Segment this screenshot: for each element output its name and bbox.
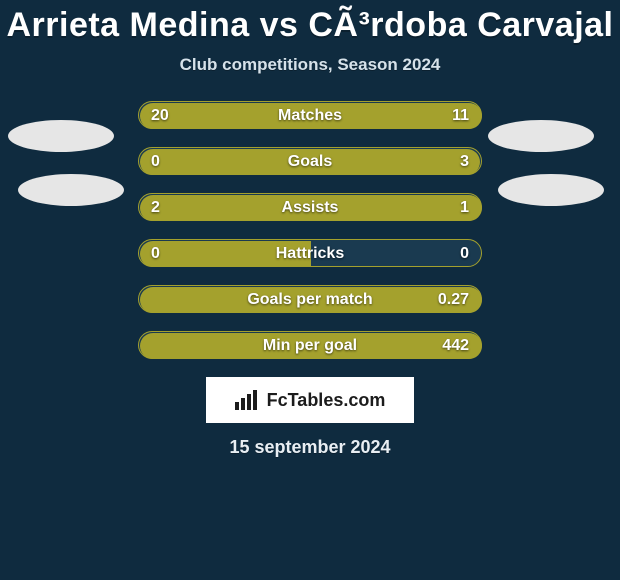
stat-row: Goals03 [0, 147, 620, 175]
stat-bar-fill-left [140, 241, 311, 267]
stat-value-left: 2 [151, 194, 160, 222]
stat-bar-fill-left [140, 333, 482, 359]
stat-bar-track: Min per goal442 [138, 331, 482, 359]
brand-badge: FcTables.com [206, 377, 414, 423]
stat-value-left: 0 [151, 240, 160, 268]
date-text: 15 september 2024 [0, 437, 620, 458]
stat-row: Goals per match0.27 [0, 285, 620, 313]
stat-bar-fill-left [140, 149, 202, 175]
subtitle: Club competitions, Season 2024 [0, 55, 620, 75]
stat-row: Hattricks00 [0, 239, 620, 267]
stat-value-right: 0 [460, 240, 469, 268]
stats-container: Matches2011Goals03Assists21Hattricks00Go… [0, 101, 620, 359]
stat-bar-fill-left [140, 103, 482, 129]
stat-bar-track: Goals per match0.27 [138, 285, 482, 313]
brand-text: FcTables.com [267, 390, 386, 411]
page-title: Arrieta Medina vs CÃ³rdoba Carvajal [0, 0, 620, 45]
stat-value-left: 0 [151, 148, 160, 176]
stat-value-right: 1 [460, 194, 469, 222]
stat-value-right: 3 [460, 148, 469, 176]
stat-value-right: 0.27 [438, 286, 469, 314]
brand-chart-icon [235, 390, 259, 410]
stat-row: Matches2011 [0, 101, 620, 129]
stat-value-right: 11 [452, 102, 469, 130]
stat-bar-track: Matches2011 [138, 101, 482, 129]
stat-row: Assists21 [0, 193, 620, 221]
stat-bar-track: Hattricks00 [138, 239, 482, 267]
stat-bar-fill-left [140, 287, 482, 313]
stat-value-right: 442 [442, 332, 469, 360]
comparison-card: Arrieta Medina vs CÃ³rdoba Carvajal Club… [0, 0, 620, 580]
stat-bar-track: Goals03 [138, 147, 482, 175]
stat-bar-fill-left [140, 195, 482, 221]
stat-row: Min per goal442 [0, 331, 620, 359]
stat-value-left: 20 [151, 102, 169, 130]
stat-bar-fill-right [200, 149, 480, 175]
stat-bar-track: Assists21 [138, 193, 482, 221]
